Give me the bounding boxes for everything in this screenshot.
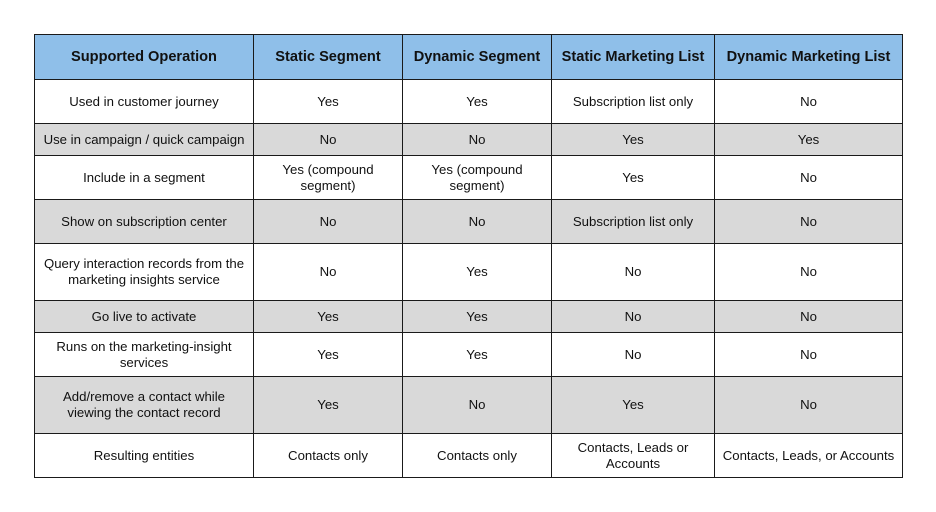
static-segment-cell: Contacts only [253, 433, 403, 478]
operation-cell: Show on subscription center [34, 199, 254, 244]
header-dynamic-marketing-list: Dynamic Marketing List [714, 34, 903, 80]
dynamic-segment-cell: Yes [402, 243, 552, 301]
static-marketing-list-cell: No [551, 300, 715, 333]
static-segment-cell: Yes [253, 300, 403, 333]
table-row: Show on subscription center No No Subscr… [34, 199, 903, 244]
dynamic-segment-cell: No [402, 123, 552, 156]
operation-cell: Include in a segment [34, 155, 254, 200]
comparison-table-container: Supported Operation Static Segment Dynam… [34, 34, 903, 478]
table-row: Go live to activate Yes Yes No No [34, 300, 903, 333]
operation-cell: Query interaction records from the marke… [34, 243, 254, 301]
operation-cell: Use in campaign / quick campaign [34, 123, 254, 156]
static-marketing-list-cell: No [551, 332, 715, 377]
static-segment-cell: Yes (compound segment) [253, 155, 403, 200]
dynamic-segment-cell: No [402, 199, 552, 244]
operation-cell: Go live to activate [34, 300, 254, 333]
dynamic-segment-cell: Yes [402, 300, 552, 333]
static-segment-cell: No [253, 199, 403, 244]
dynamic-segment-cell: Contacts only [402, 433, 552, 478]
table-row: Resulting entities Contacts only Contact… [34, 433, 903, 478]
dynamic-segment-cell: Yes [402, 332, 552, 377]
static-marketing-list-cell: Yes [551, 123, 715, 156]
header-static-segment: Static Segment [253, 34, 403, 80]
table-row: Add/remove a contact while viewing the c… [34, 376, 903, 434]
dynamic-marketing-list-cell: No [714, 243, 903, 301]
table-row: Include in a segment Yes (compound segme… [34, 155, 903, 200]
dynamic-marketing-list-cell: No [714, 332, 903, 377]
header-row: Supported Operation Static Segment Dynam… [34, 34, 903, 80]
dynamic-marketing-list-cell: Contacts, Leads, or Accounts [714, 433, 903, 478]
header-dynamic-segment: Dynamic Segment [402, 34, 552, 80]
dynamic-marketing-list-cell: No [714, 199, 903, 244]
static-segment-cell: No [253, 123, 403, 156]
table-row: Used in customer journey Yes Yes Subscri… [34, 79, 903, 124]
table-row: Query interaction records from the marke… [34, 243, 903, 301]
static-marketing-list-cell: Subscription list only [551, 199, 715, 244]
operation-cell: Add/remove a contact while viewing the c… [34, 376, 254, 434]
dynamic-marketing-list-cell: No [714, 79, 903, 124]
operation-cell: Runs on the marketing-insight services [34, 332, 254, 377]
static-segment-cell: Yes [253, 332, 403, 377]
static-marketing-list-cell: Yes [551, 155, 715, 200]
dynamic-segment-cell: Yes [402, 79, 552, 124]
static-marketing-list-cell: Yes [551, 376, 715, 434]
dynamic-marketing-list-cell: Yes [714, 123, 903, 156]
operation-cell: Used in customer journey [34, 79, 254, 124]
dynamic-segment-cell: No [402, 376, 552, 434]
static-segment-cell: No [253, 243, 403, 301]
dynamic-marketing-list-cell: No [714, 155, 903, 200]
static-segment-cell: Yes [253, 376, 403, 434]
table-row: Use in campaign / quick campaign No No Y… [34, 123, 903, 156]
header-supported-operation: Supported Operation [34, 34, 254, 80]
static-segment-cell: Yes [253, 79, 403, 124]
dynamic-marketing-list-cell: No [714, 300, 903, 333]
operation-cell: Resulting entities [34, 433, 254, 478]
dynamic-segment-cell: Yes (compound segment) [402, 155, 552, 200]
comparison-table: Supported Operation Static Segment Dynam… [34, 34, 903, 478]
static-marketing-list-cell: Subscription list only [551, 79, 715, 124]
dynamic-marketing-list-cell: No [714, 376, 903, 434]
table-row: Runs on the marketing-insight services Y… [34, 332, 903, 377]
static-marketing-list-cell: No [551, 243, 715, 301]
static-marketing-list-cell: Contacts, Leads or Accounts [551, 433, 715, 478]
header-static-marketing-list: Static Marketing List [551, 34, 715, 80]
